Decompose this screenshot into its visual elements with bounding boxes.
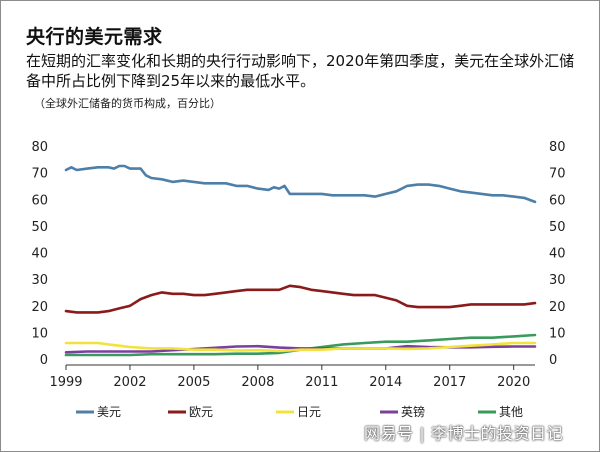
y-tick-label-left: 40 <box>31 247 48 262</box>
y-tick-label-right: 20 <box>549 300 566 315</box>
x-tick-label: 2014 <box>369 375 402 390</box>
watermark: 网易号 | 李博士的投资日记 <box>364 420 563 444</box>
y-tick-label-right: 0 <box>549 353 557 368</box>
watermark-separator: | <box>419 425 426 443</box>
y-tick-label-left: 80 <box>31 140 48 155</box>
y-tick-label-left: 70 <box>31 167 48 182</box>
legend-label: 日元 <box>297 405 321 419</box>
x-tick-label: 2020 <box>497 375 530 390</box>
series-line-0 <box>64 164 537 204</box>
x-tick-label: 2002 <box>113 375 146 390</box>
y-tick-label-right: 40 <box>549 247 566 262</box>
x-tick-label: 2017 <box>433 375 466 390</box>
y-tick-label-left: 20 <box>31 300 48 315</box>
x-tick-label: 1999 <box>49 375 82 390</box>
watermark-brand: 网易号 <box>364 424 414 443</box>
y-tick-label-right: 80 <box>549 140 566 155</box>
series-line-1 <box>64 284 537 314</box>
y-tick-label-left: 30 <box>31 273 48 288</box>
legend-label: 美元 <box>97 405 121 419</box>
y-tick-label-right: 10 <box>549 326 566 341</box>
chart-subtitle: 在短期的汇率变化和长期的央行行动影响下，2020年第四季度，美元在全球外汇储备中… <box>26 52 575 90</box>
x-tick-label: 2008 <box>241 375 274 390</box>
chart-title: 央行的美元需求 <box>26 26 163 48</box>
y-tick-label-left: 0 <box>40 353 48 368</box>
x-tick-label: 2005 <box>177 375 210 390</box>
y-tick-label-right: 30 <box>549 273 566 288</box>
y-tick-label-left: 50 <box>31 220 48 235</box>
watermark-author: 李博士的投资日记 <box>431 424 564 443</box>
legend-label: 英镑 <box>401 404 425 419</box>
chart-note: （全球外汇储备的货币构成，百分比） <box>34 97 221 110</box>
y-tick-label-right: 60 <box>549 193 566 208</box>
y-tick-label-left: 10 <box>31 326 48 341</box>
legend-label: 欧元 <box>189 405 213 419</box>
y-tick-label-right: 70 <box>549 167 566 182</box>
y-tick-label-right: 50 <box>549 220 566 235</box>
series-line-2 <box>64 341 537 353</box>
legend-label: 其他 <box>499 405 523 419</box>
x-tick-label: 2011 <box>305 375 338 390</box>
y-tick-label-left: 60 <box>31 193 48 208</box>
